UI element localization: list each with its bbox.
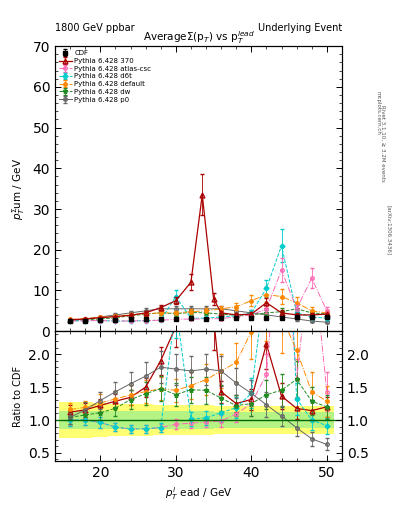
Title: Average$\Sigma$(p$_T$) vs p$_T^{lead}$: Average$\Sigma$(p$_T$) vs p$_T^{lead}$ — [143, 29, 254, 46]
Legend: CDF, Pythia 6.428 370, Pythia 6.428 atlas-csc, Pythia 6.428 d6t, Pythia 6.428 de: CDF, Pythia 6.428 370, Pythia 6.428 atla… — [57, 48, 154, 105]
Text: mcplots.cern.ch: mcplots.cern.ch — [376, 91, 380, 135]
Text: [arXiv:1306.3436]: [arXiv:1306.3436] — [386, 205, 391, 255]
Y-axis label: Ratio to CDF: Ratio to CDF — [13, 366, 23, 426]
Text: Underlying Event: Underlying Event — [258, 23, 342, 33]
Y-axis label: $p_T^{\Sigma}$um / GeV: $p_T^{\Sigma}$um / GeV — [10, 158, 27, 220]
Text: 1800 GeV ppbar: 1800 GeV ppbar — [55, 23, 135, 33]
X-axis label: $p_T^l$ ead / GeV: $p_T^l$ ead / GeV — [165, 485, 232, 502]
Text: Rivet 3.1.10, ≥ 3.2M events: Rivet 3.1.10, ≥ 3.2M events — [381, 105, 386, 182]
